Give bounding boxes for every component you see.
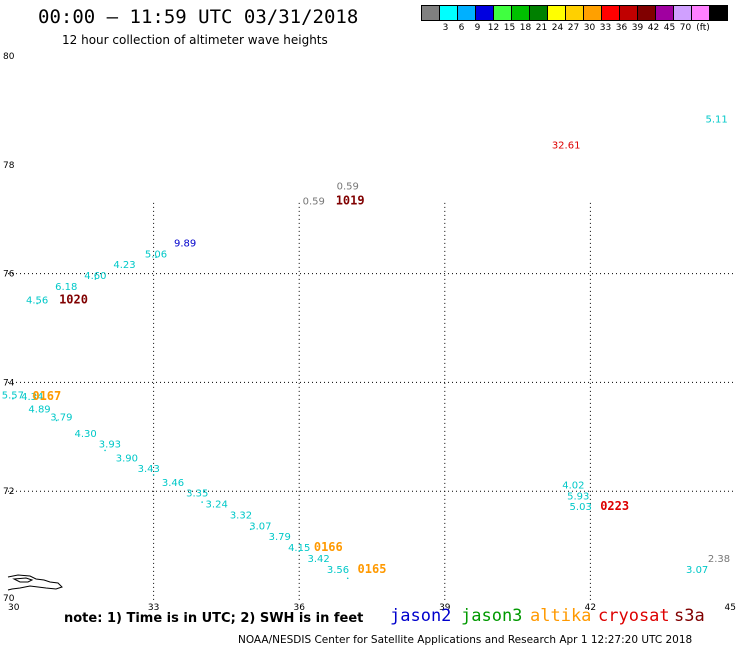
wave-height-label: 4.02 (562, 480, 584, 491)
page-subtitle: 12 hour collection of altimeter wave hei… (62, 33, 328, 47)
wave-height-label: 2.38 (708, 554, 730, 565)
lat-tick-label: 80 (3, 52, 15, 62)
lon-tick-label: 45 (725, 603, 736, 613)
wave-height-label: 3.07 (686, 565, 708, 576)
lon-tick-label: 39 (439, 603, 451, 613)
page-title: 00:00 – 11:59 UTC 03/31/2018 (38, 6, 359, 28)
track-point (55, 419, 58, 422)
axis-layer: 30 33 36 39 42 45 70 72 74 76 78 80 (3, 52, 736, 613)
wave-height-label: 0.59 (337, 181, 359, 192)
wave-height-label: 0223 (600, 499, 629, 513)
wave-height-label: 3.56 (327, 565, 349, 576)
scale-swatch (709, 5, 728, 21)
wave-height-label: 4.34 (21, 392, 43, 403)
wave-height-label: 5.11 (705, 114, 727, 125)
wave-height-label: 32.61 (552, 140, 581, 151)
scale-label: 36 (615, 23, 628, 33)
scale-label: 24 (551, 23, 564, 33)
track-point (94, 278, 97, 280)
wave-height-label: 4.15 (288, 543, 310, 554)
legend-altika: altika (530, 606, 592, 626)
footer-credit: NOAA/NESDIS Center for Satellite Applica… (238, 634, 693, 646)
scale-unit: (ft) (696, 23, 710, 33)
scale-label: 12 (487, 23, 500, 33)
wave-height-label: 4.89 (28, 404, 50, 415)
wave-height-label: 3.32 (230, 510, 252, 521)
lon-tick-label: 33 (148, 603, 159, 613)
lon-tick-label: 30 (8, 603, 20, 613)
scale-label: 27 (567, 23, 580, 33)
wave-height-label: 4.23 (113, 260, 135, 271)
legend-jason2: jason2 (390, 606, 452, 626)
wave-height-label: 4.60 (84, 271, 106, 282)
scale-label: 15 (503, 23, 516, 33)
wave-height-label: 4.56 (26, 296, 48, 307)
track-point (346, 577, 349, 580)
wave-height-label: 1019 (336, 194, 365, 208)
wave-height-label: 6.18 (55, 282, 77, 293)
track-point (152, 474, 155, 476)
wave-height-scale: 3 6 9 12 15 18 21 24 27 30 33 36 39 42 45 70 (ft) (421, 5, 728, 33)
scale-swatches (421, 5, 728, 21)
coastline (7, 574, 63, 591)
wave-height-label: 5.06 (145, 249, 167, 260)
lon-tick-label: 42 (585, 603, 596, 613)
legend-jason3: jason3 (461, 606, 523, 626)
legend-cryosat: cryosat (598, 606, 670, 626)
wave-height-label: 0166 (314, 540, 343, 554)
lon-tick-label: 36 (293, 603, 305, 613)
note: note: 1) Time is in UTC; 2) SWH is in fe… (64, 611, 364, 626)
track-point (155, 256, 157, 259)
track-point (249, 528, 252, 531)
wave-height-label: 3.93 (99, 440, 121, 451)
track-point (12, 397, 14, 400)
lat-tick-label: 72 (3, 487, 14, 497)
coastline-island (12, 577, 34, 583)
wave-height-label: 0167 (32, 389, 61, 403)
wave-height-label: 3.35 (186, 489, 208, 500)
wave-height-label: 9.89 (174, 238, 196, 249)
legend-s3a: s3a (674, 606, 705, 626)
track-point (36, 302, 38, 305)
lat-tick-label: 78 (3, 161, 15, 171)
scale-label: 3 (442, 23, 449, 33)
wave-height-label: 3.79 (50, 412, 72, 423)
wave-height-label: 0.59 (303, 197, 325, 208)
scale-label: 9 (474, 23, 481, 33)
wave-height-label: 3.79 (269, 532, 291, 543)
scale-label: 42 (647, 23, 660, 33)
wave-height-label: 5.93 (567, 491, 589, 502)
scale-label: 33 (599, 23, 612, 33)
scale-labels: 3 6 9 12 15 18 21 24 27 30 33 36 39 42 45 70 (ft) (421, 23, 727, 33)
observations-layer: 5.11 32.61 0.59 0.59 1019 9.89 5.06 4.23 4.60 6.1… (2, 114, 730, 580)
lat-tick-label: 70 (3, 594, 15, 604)
wave-height-label: 3.90 (116, 453, 138, 464)
grid-layer (8, 202, 736, 600)
track-point (201, 501, 203, 503)
scale-label: 70 (679, 23, 692, 33)
scale-label: 6 (458, 23, 465, 33)
wave-height-label: 3.42 (307, 554, 329, 565)
wave-height-label: 0165 (358, 562, 387, 576)
wave-height-label: 3.24 (206, 500, 228, 511)
wave-height-label: 3.43 (138, 464, 160, 475)
lat-tick-label: 76 (3, 270, 15, 280)
wave-height-label: 3.46 (162, 478, 184, 489)
scale-label: 39 (631, 23, 644, 33)
scale-label: 21 (535, 23, 548, 33)
track-point (104, 449, 106, 452)
lat-tick-label: 74 (3, 378, 15, 388)
scale-label: 18 (519, 23, 532, 33)
scale-label: 45 (663, 23, 676, 33)
wave-height-label: 3.07 (249, 521, 271, 532)
wave-height-label: 5.57 (2, 391, 24, 402)
wave-height-label: 1020 (59, 293, 88, 307)
coastline-layer (7, 574, 63, 591)
scale-label: 30 (583, 23, 596, 33)
wave-height-label: 5.03 (570, 502, 592, 513)
wave-height-label: 4.30 (75, 429, 97, 440)
track-point (298, 550, 301, 552)
